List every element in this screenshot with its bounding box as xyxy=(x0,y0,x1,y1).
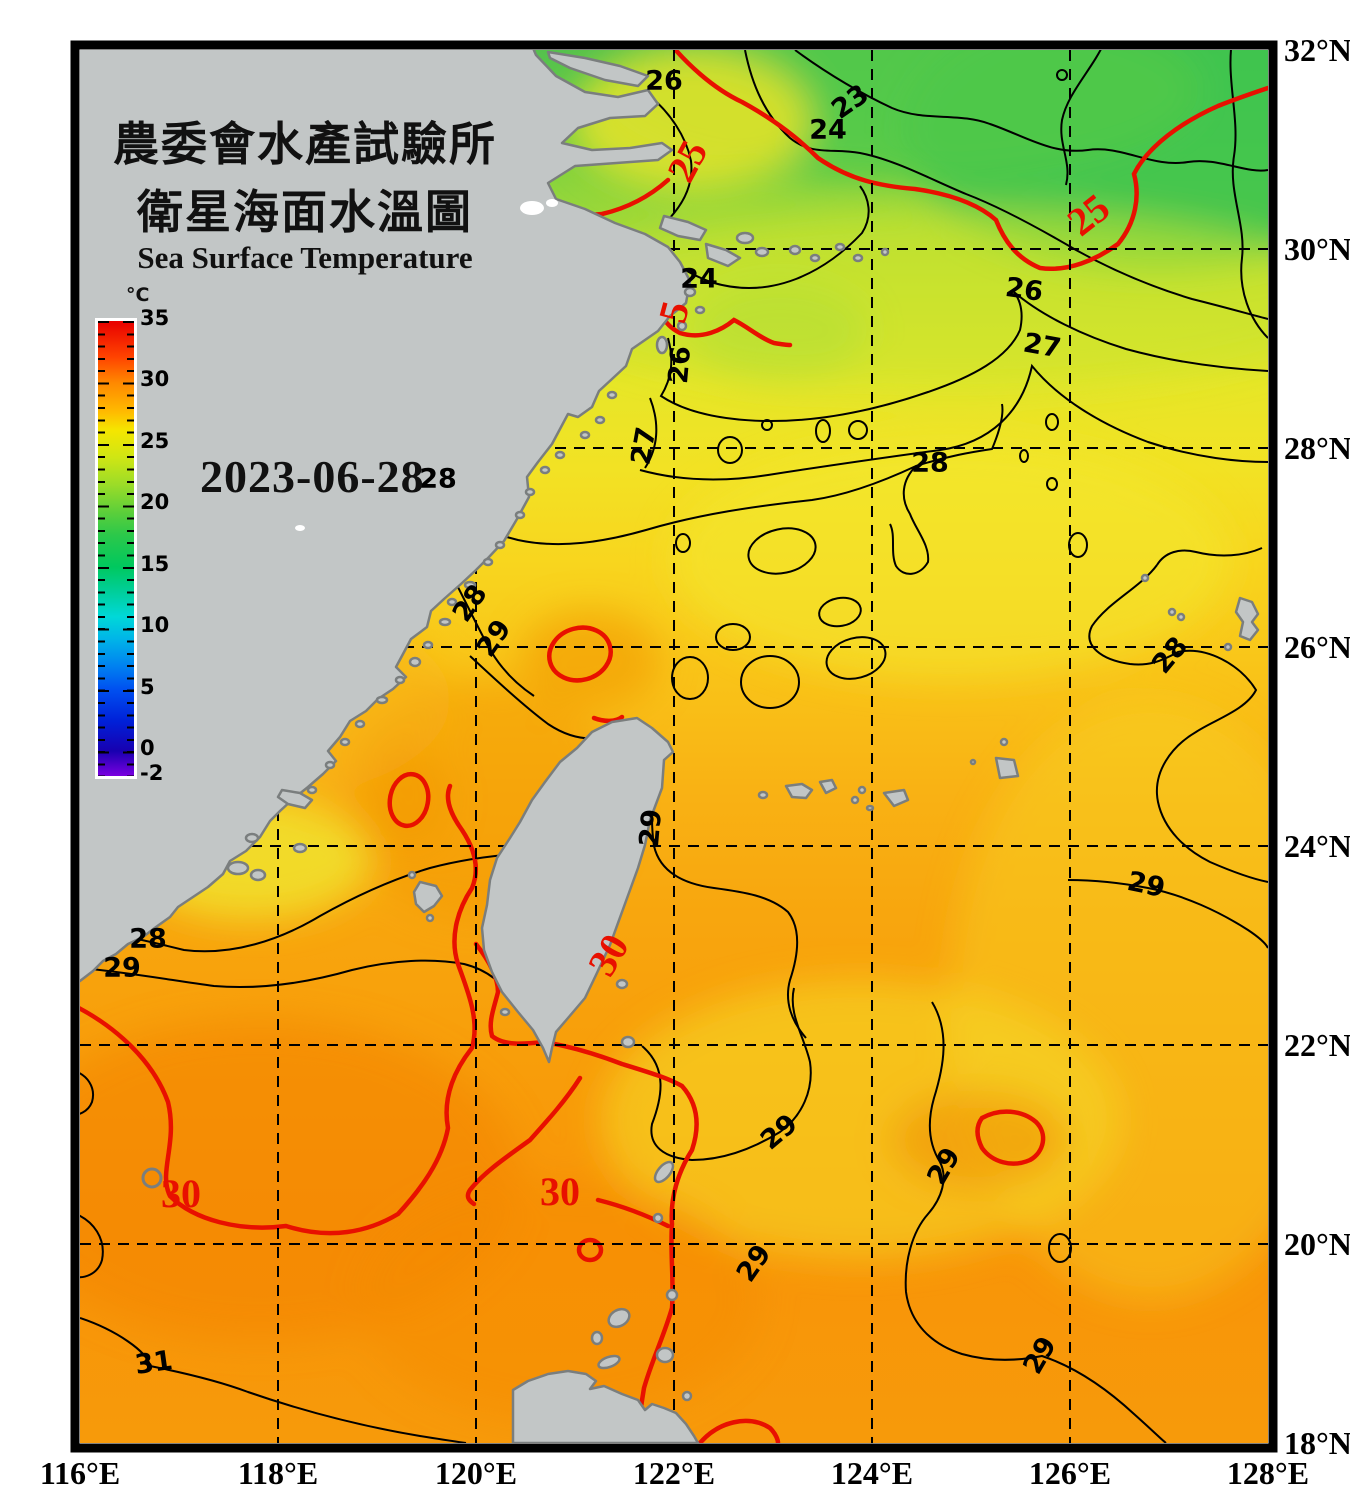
title-english: Sea Surface Temperature xyxy=(137,240,473,275)
contour-label-27: 27 xyxy=(1021,327,1063,364)
colorbar-tick-label-20: 20 xyxy=(140,490,170,515)
contour-label-28: 28 xyxy=(129,924,167,955)
contour-label-30-red: 30 xyxy=(540,1169,580,1214)
colorbar-major-ticks-right xyxy=(123,321,134,776)
colorbar-major-ticks-left xyxy=(98,321,109,776)
title-chinese-line2: 衛星海面水溫圖 xyxy=(137,187,473,238)
contour-label-24: 24 xyxy=(809,115,847,146)
contour-label-28: 28 xyxy=(419,464,457,495)
okinawa-island xyxy=(1234,596,1260,642)
lon-label-116: 116°E xyxy=(40,1455,120,1491)
land-masses xyxy=(80,50,1260,1443)
lat-label-22: 22°N xyxy=(1284,1027,1350,1063)
lat-label-18: 18°N xyxy=(1284,1425,1350,1461)
contour-label-27: 27 xyxy=(625,425,662,467)
contour-label-26: 26 xyxy=(663,345,697,385)
lat-label-32: 32°N xyxy=(1284,32,1350,68)
colorbar-tick-label--2: -2 xyxy=(140,761,164,785)
contour-label-30-red: 30 xyxy=(161,1171,201,1216)
lat-label-24: 24°N xyxy=(1284,828,1350,864)
contour-label-26: 26 xyxy=(645,66,683,97)
lon-label-124: 124°E xyxy=(831,1455,913,1491)
date-label: 2023-06-28 xyxy=(200,451,425,502)
colorbar-tick-label-5: 5 xyxy=(140,674,155,699)
lon-label-118: 118°E xyxy=(238,1455,318,1491)
luzon-north-coast xyxy=(511,1369,700,1443)
lon-label-126: 126°E xyxy=(1029,1455,1111,1491)
contour-label-29: 29 xyxy=(634,808,668,848)
colorbar-tick-label-0: 0 xyxy=(140,736,155,761)
chongming-island xyxy=(546,50,650,88)
contour-label-29: 29 xyxy=(1125,866,1168,904)
colorbar-tick-label-25: 25 xyxy=(140,428,170,453)
contour-label-24: 24 xyxy=(680,264,718,295)
contour-label-29: 29 xyxy=(103,953,141,984)
mainland-china-landmass xyxy=(80,50,692,983)
red-isotherm-lines xyxy=(80,50,1268,1443)
map-frame xyxy=(70,40,1278,1453)
latitude-axis-labels: 32°N 30°N 28°N 26°N 24°N 22°N 20°N 18°N xyxy=(1284,32,1350,1461)
taiwan-island xyxy=(480,716,675,1064)
lon-label-120: 120°E xyxy=(435,1455,517,1491)
lon-label-128: 128°E xyxy=(1227,1455,1309,1491)
lat-label-30: 30°N xyxy=(1284,231,1350,267)
black-isotherm-lines xyxy=(80,50,1268,1443)
lat-label-28: 28°N xyxy=(1284,430,1350,466)
lat-label-20: 20°N xyxy=(1284,1226,1350,1262)
colorbar-tick-label-35: 35 xyxy=(140,306,170,330)
contour-label-26: 26 xyxy=(1003,272,1045,308)
colorbar-tick-label-10: 10 xyxy=(140,613,170,638)
title-chinese-line1: 農委會水產試驗所 xyxy=(113,119,497,170)
longitude-axis-labels: 116°E 118°E 120°E 122°E 124°E 126°E 128°E xyxy=(40,1455,1309,1491)
colorbar-unit-label: °C xyxy=(126,284,150,306)
colorbar-tick-label-15: 15 xyxy=(140,551,170,576)
lat-label-26: 26°N xyxy=(1284,629,1350,665)
colorbar-tick-label-30: 30 xyxy=(140,367,170,392)
lon-label-122: 122°E xyxy=(633,1455,715,1491)
contour-label-31: 31 xyxy=(133,1345,175,1381)
contour-label-28: 28 xyxy=(911,448,949,479)
temperature-colorbar xyxy=(95,318,137,779)
